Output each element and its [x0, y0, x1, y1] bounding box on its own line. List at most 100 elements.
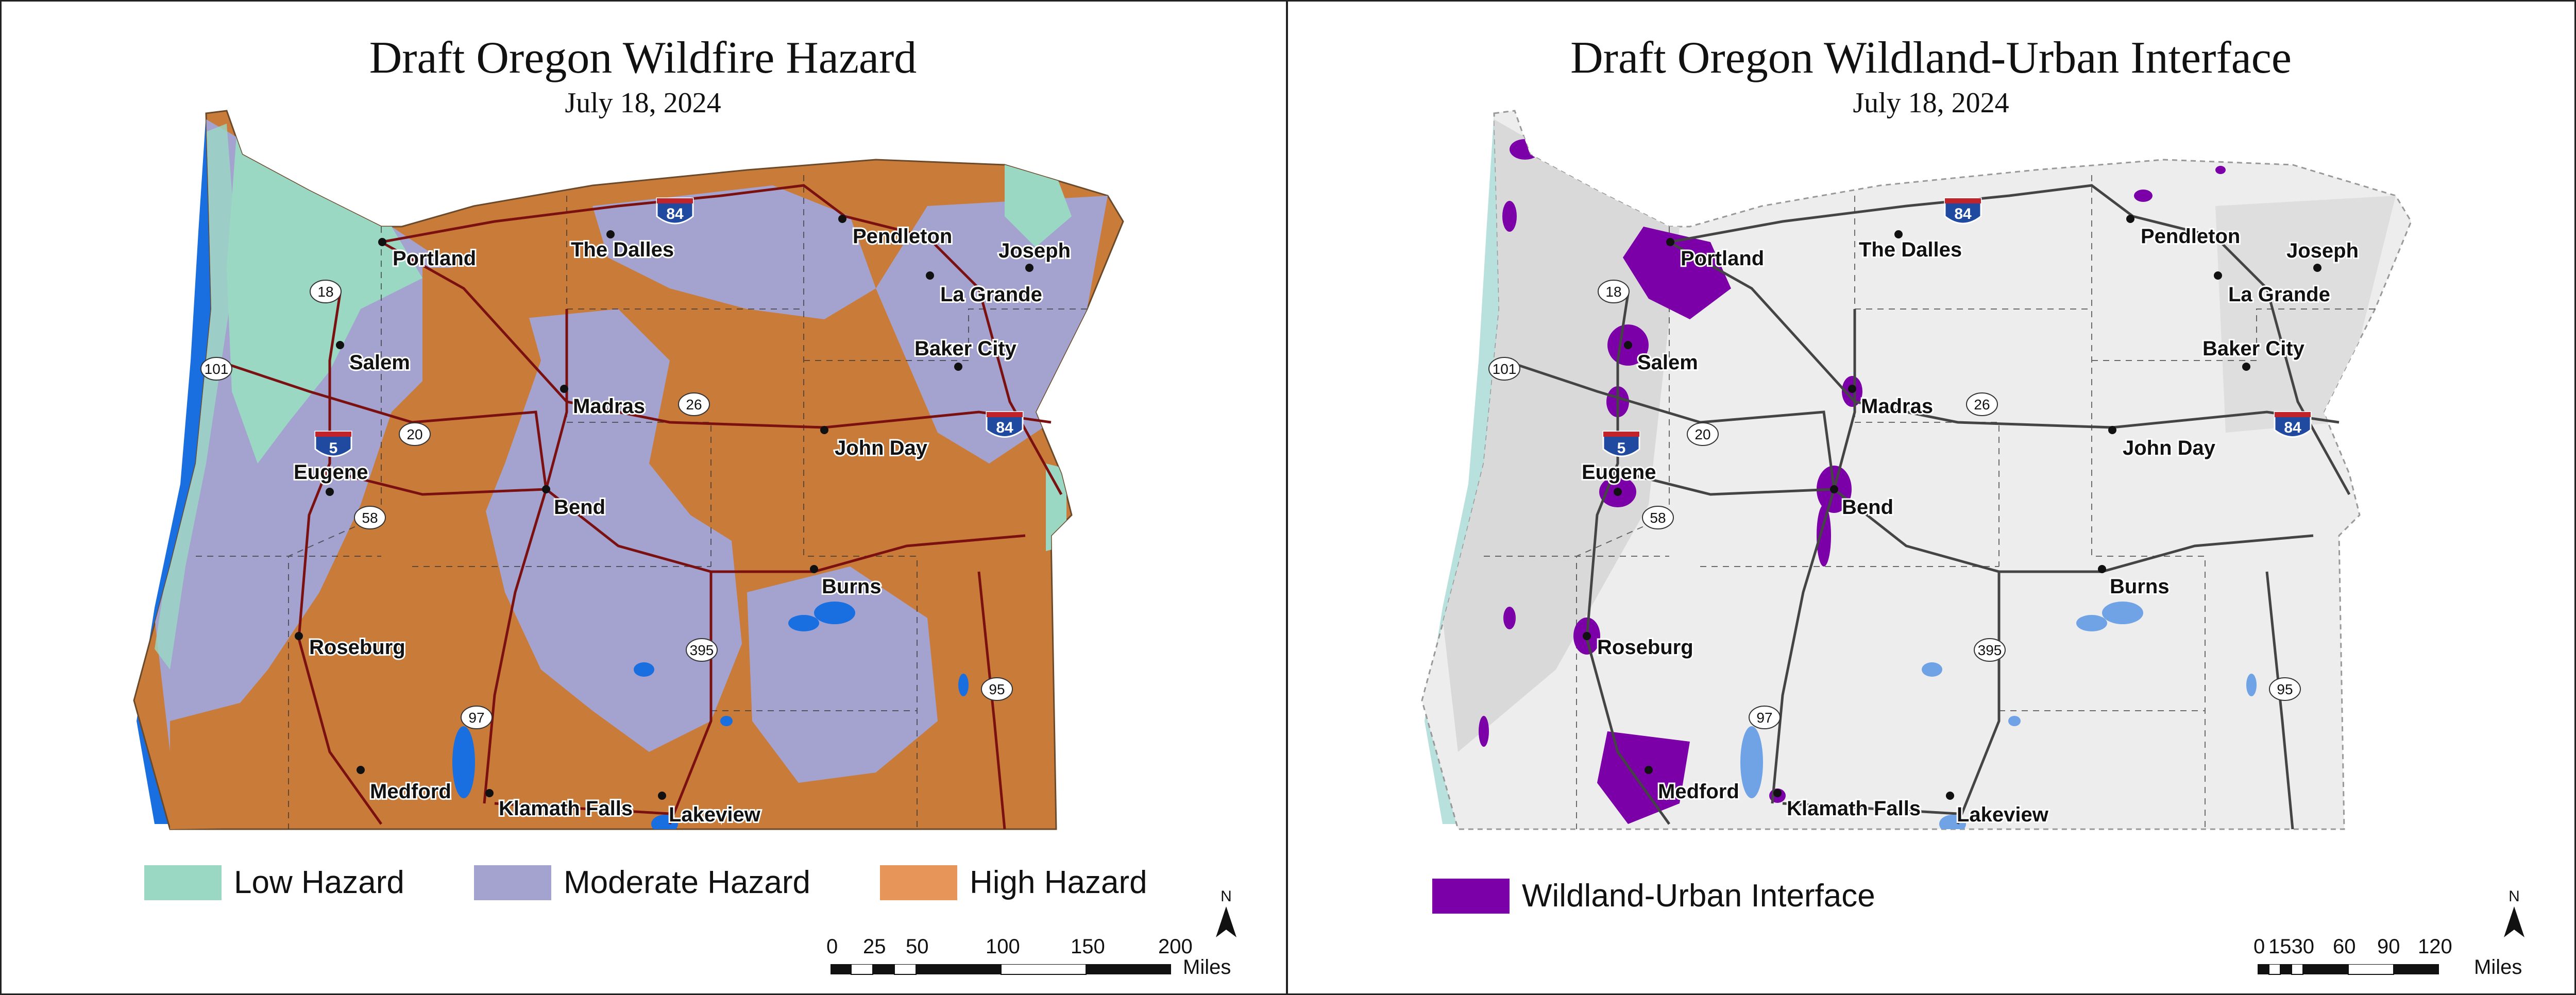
- svg-text:N: N: [2509, 888, 2520, 905]
- scale-tick-0: 0: [2253, 935, 2265, 958]
- svg-text:58: 58: [362, 510, 378, 526]
- north-arrow: N: [2504, 888, 2524, 937]
- wui-map: Portland The Dalles Pendleton Joseph La …: [1421, 110, 2412, 830]
- high-hazard-southwest: [170, 685, 515, 829]
- legend-swatch-wui: [1432, 878, 1510, 914]
- hazard-map: Portland The Dalles Pendleton Joseph La …: [133, 110, 1124, 830]
- city-label-joseph: Joseph: [2286, 239, 2359, 262]
- moderate-hazard-central: [484, 309, 742, 752]
- city-markers: [295, 215, 1033, 800]
- interstate-5-shield: 5: [1602, 431, 1640, 457]
- city-label-lakeview: Lakeview: [669, 803, 761, 826]
- highways: [1504, 184, 2351, 830]
- city-label-pendleton: Pendleton: [2141, 225, 2240, 248]
- city-label-pendleton: Pendleton: [853, 225, 952, 248]
- svg-text:84: 84: [666, 205, 684, 222]
- scale-tick-60: 60: [2333, 935, 2356, 958]
- wildfire-hazard-panel: Draft Oregon Wildfire Hazard July 18, 20…: [0, 0, 1286, 995]
- us-shields: 18 101 20 26 58 97 395 95: [200, 280, 1013, 729]
- city-label-madras: Madras: [1861, 395, 1933, 418]
- city-label-baker-city: Baker City: [914, 337, 1017, 360]
- relief-shading-west: [1443, 113, 1680, 752]
- city-label-portland: Portland: [393, 247, 476, 270]
- north-arrow: N: [1216, 888, 1236, 937]
- city-label-medford: Medford: [370, 780, 451, 803]
- svg-text:N: N: [1221, 888, 1232, 905]
- svg-text:26: 26: [1974, 397, 1990, 413]
- city-label-the-dalles: The Dalles: [1859, 238, 1962, 261]
- low-hazard-se-strip: [1046, 464, 1066, 551]
- low-hazard-east: [1005, 165, 1072, 247]
- svg-text:101: 101: [205, 361, 229, 377]
- city-label-baker-city: Baker City: [2202, 337, 2305, 360]
- svg-text:97: 97: [468, 710, 484, 726]
- city-label-salem: Salem: [349, 351, 410, 374]
- svg-text:18: 18: [1605, 284, 1621, 300]
- svg-text:395: 395: [1978, 642, 2002, 658]
- city-label-bend: Bend: [554, 496, 605, 519]
- city-label-burns: Burns: [2110, 575, 2170, 598]
- scale-tick-25: 25: [863, 935, 886, 958]
- interstate-5-shield: 5: [314, 431, 352, 457]
- legend-label-moderate: Moderate Hazard: [564, 865, 811, 900]
- scale-tick-100: 100: [986, 935, 1020, 958]
- scale-bar-graphic: [2258, 964, 2439, 975]
- legend-label-high: High Hazard: [970, 865, 1147, 900]
- wui-panel: Draft Oregon Wildland-Urban Interface Ju…: [1288, 0, 2574, 995]
- city-label-eugene: Eugene: [294, 461, 368, 484]
- svg-text:101: 101: [1493, 361, 1517, 377]
- legend-high-hazard: High Hazard: [880, 864, 1147, 901]
- city-markers: [1583, 215, 2321, 800]
- city-label-the-dalles: The Dalles: [571, 238, 674, 261]
- scale-tick-50: 50: [906, 935, 929, 958]
- svg-text:84: 84: [1954, 205, 1972, 222]
- city-label-klamath-falls: Klamath Falls: [1787, 797, 1921, 820]
- svg-text:58: 58: [1650, 510, 1666, 526]
- scale-tick-15-30: 1530: [2268, 935, 2314, 958]
- city-label-eugene: Eugene: [1582, 461, 1656, 484]
- interstate-84-shield: 84: [1944, 197, 1982, 225]
- legend-label-low: Low Hazard: [234, 865, 404, 900]
- svg-text:26: 26: [686, 397, 702, 413]
- city-label-roseburg: Roseburg: [309, 636, 405, 659]
- city-label-lakeview: Lakeview: [1957, 803, 2049, 826]
- city-label-bend: Bend: [1842, 496, 1893, 519]
- svg-text:18: 18: [317, 284, 333, 300]
- city-label-john-day: John Day: [2123, 437, 2216, 459]
- panel-divider: [1286, 0, 1288, 995]
- svg-text:84: 84: [996, 419, 1013, 436]
- city-label-portland: Portland: [1681, 247, 1764, 270]
- svg-text:84: 84: [2284, 419, 2301, 436]
- city-label-burns: Burns: [822, 575, 882, 598]
- svg-text:97: 97: [1756, 710, 1772, 726]
- svg-text:20: 20: [1694, 426, 1710, 442]
- interstate-84-shield: 84: [656, 197, 694, 225]
- scale-bar-graphic: [831, 964, 1171, 975]
- legend-moderate-hazard: Moderate Hazard: [474, 864, 810, 901]
- legend-wui: Wildland-Urban Interface: [1432, 878, 1875, 914]
- city-label-la-grande: La Grande: [2228, 283, 2330, 306]
- city-label-madras: Madras: [573, 395, 645, 418]
- svg-text:5: 5: [1617, 440, 1626, 457]
- svg-text:395: 395: [690, 642, 714, 658]
- lakes: [452, 602, 969, 829]
- scale-tick-200: 200: [1158, 935, 1193, 958]
- city-label-roseburg: Roseburg: [1597, 636, 1693, 659]
- scale-tick-150: 150: [1071, 935, 1105, 958]
- city-label-joseph: Joseph: [998, 239, 1071, 262]
- legend-swatch-low: [144, 865, 222, 900]
- panel-date: July 18, 2024: [565, 87, 721, 119]
- high-hazard-center: [361, 268, 541, 644]
- interstate-84-shield-east: 84: [2274, 411, 2312, 438]
- legend-low-hazard: Low Hazard: [144, 864, 404, 901]
- city-label-salem: Salem: [1637, 351, 1698, 374]
- interstate-84-shield-east: 84: [986, 411, 1024, 438]
- svg-text:95: 95: [989, 681, 1005, 697]
- legend-swatch-moderate: [474, 865, 551, 900]
- scale-tick-90: 90: [2377, 935, 2400, 958]
- highways: [216, 184, 1063, 830]
- city-label-klamath-falls: Klamath Falls: [499, 797, 633, 820]
- svg-text:20: 20: [406, 426, 422, 442]
- city-label-la-grande: La Grande: [940, 283, 1042, 306]
